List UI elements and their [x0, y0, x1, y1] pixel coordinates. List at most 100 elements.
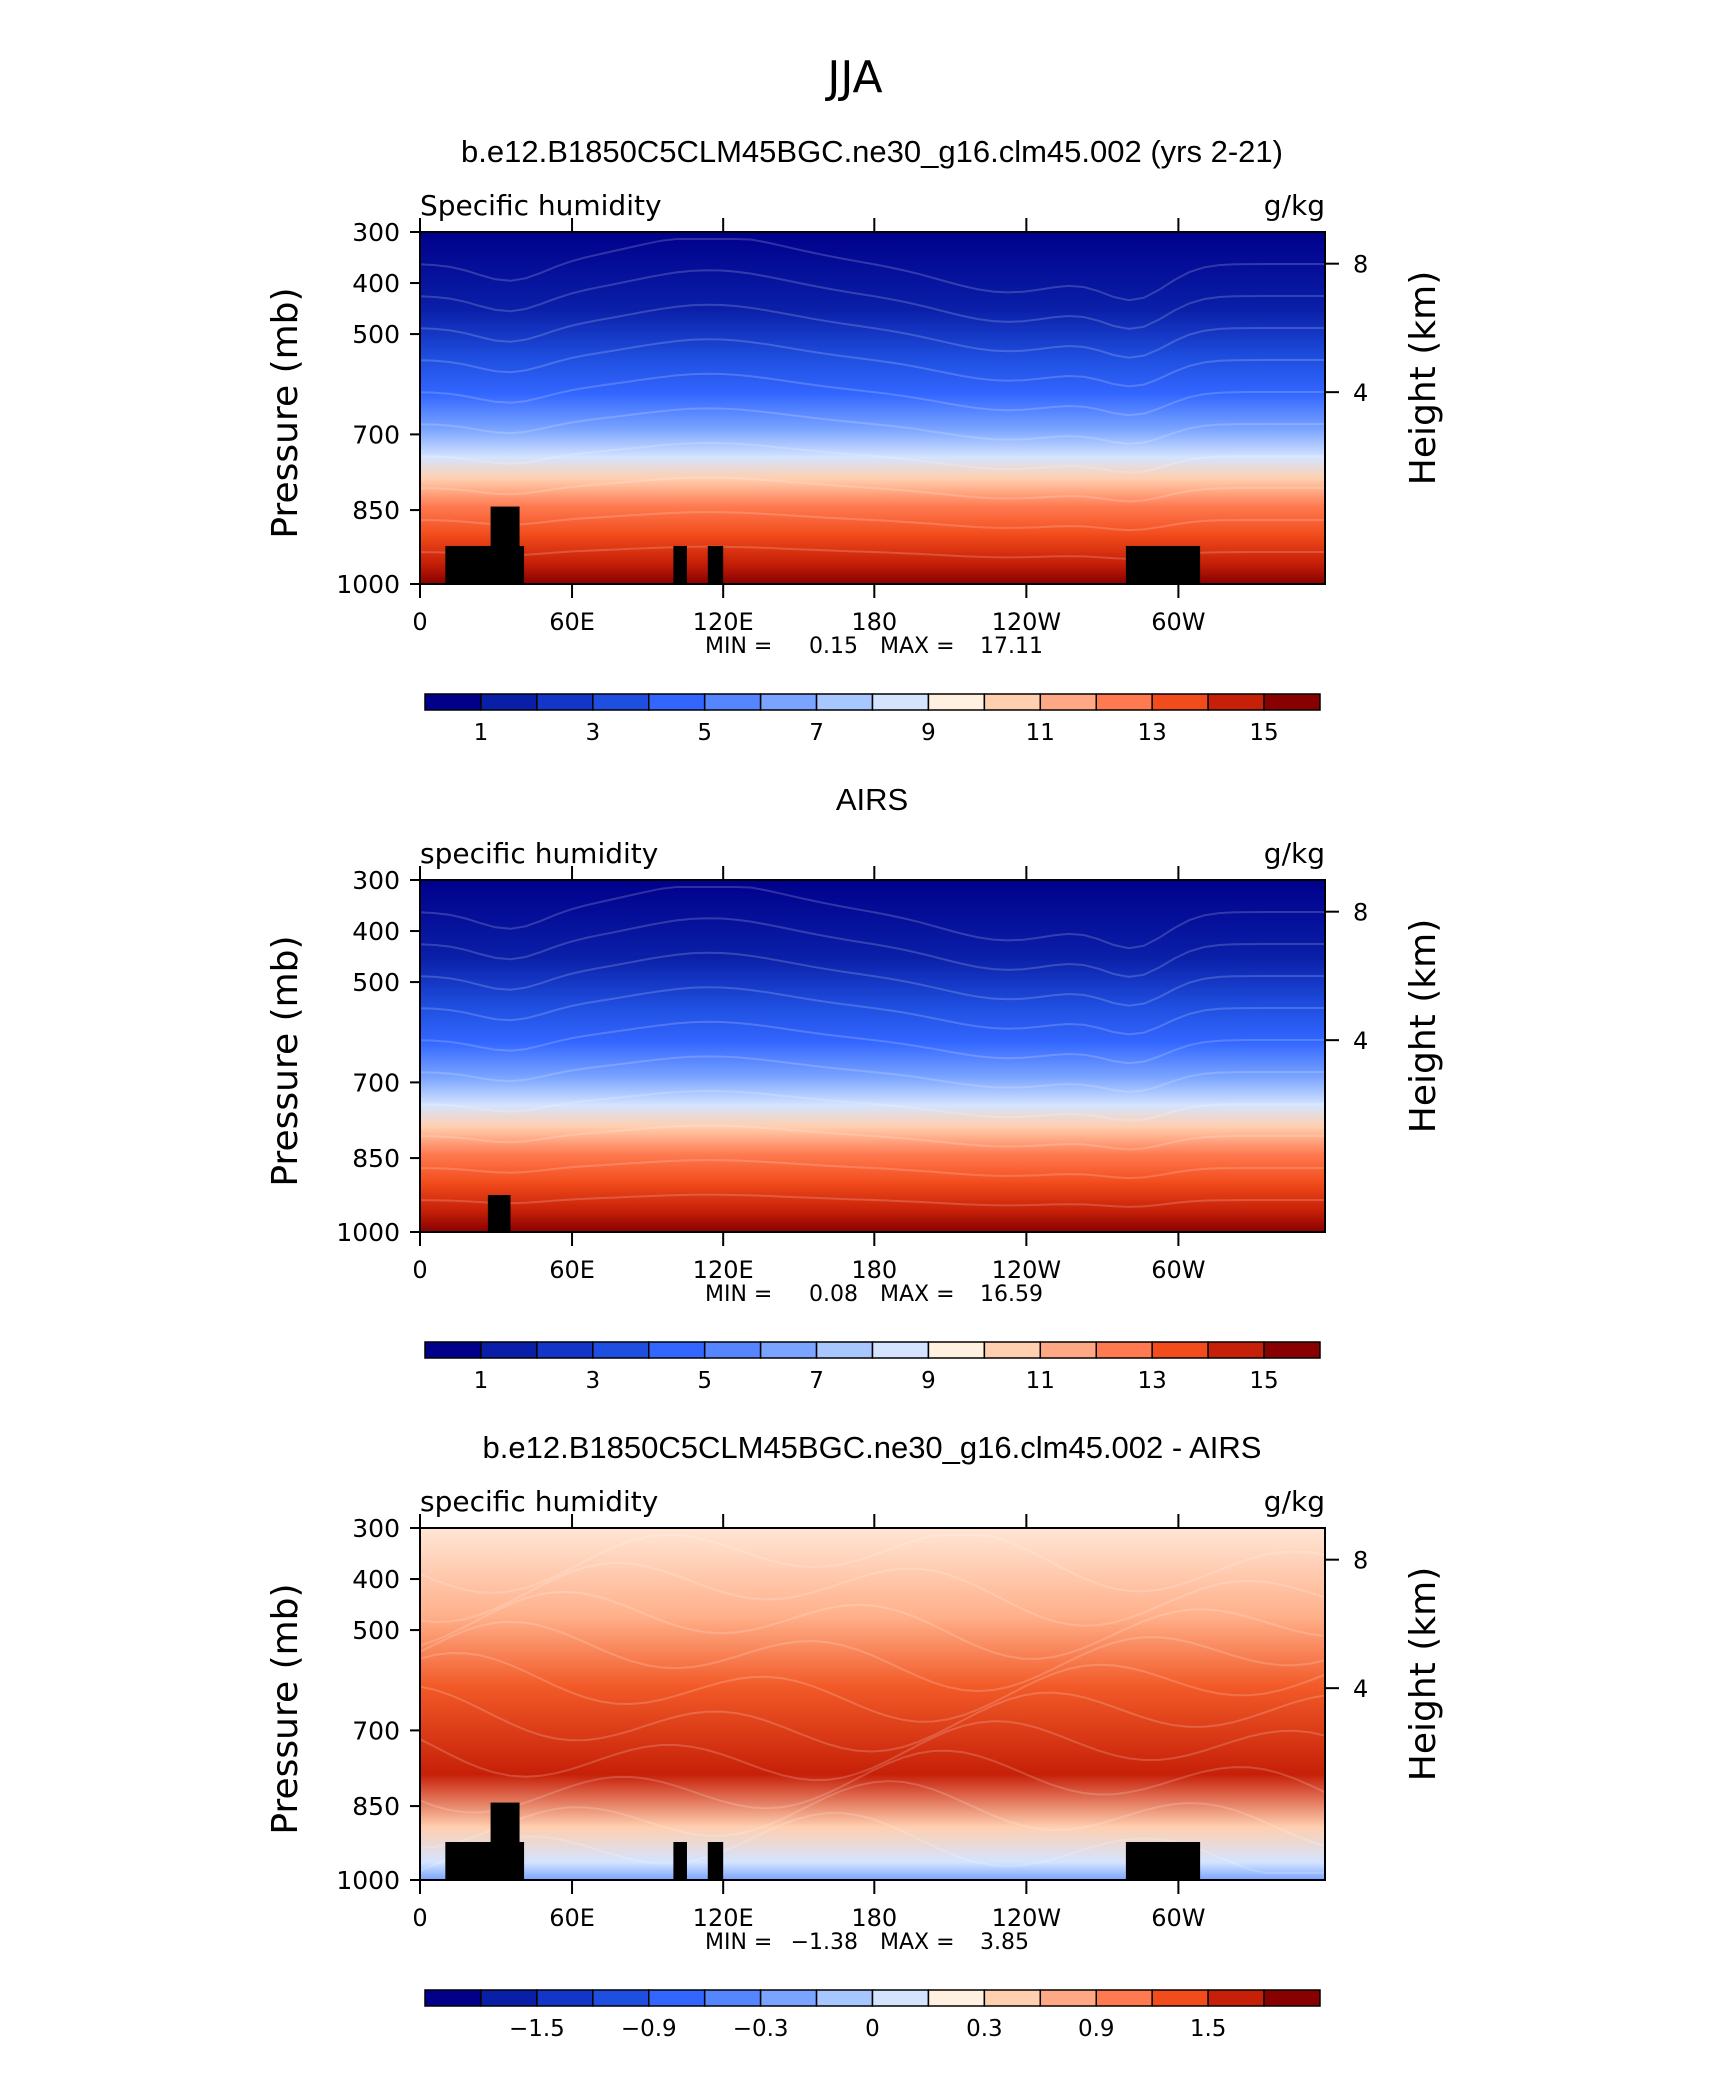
season-title: JJA	[824, 52, 882, 103]
colorbar-swatch	[424, 1341, 482, 1359]
contour-line	[419, 1812, 1325, 1874]
colorbar-swatch	[424, 1989, 482, 2007]
y-tick-label: 500	[352, 320, 400, 349]
colorbar-swatch	[1207, 1341, 1265, 1359]
colorbar-swatch	[927, 1341, 986, 1359]
panel-obs: AIRS specific humidity g/kg 0 60E 120E 180 120W…	[265, 782, 1444, 1394]
y-tick-label: 850	[352, 1792, 400, 1821]
right-axis-label: Height (km)	[1403, 271, 1444, 485]
x-tick-label: 60W	[1151, 1256, 1205, 1284]
units-label: g/kg	[1264, 189, 1325, 222]
y-tick-label: 700	[352, 420, 400, 449]
min-value: 0.08	[809, 1282, 858, 1307]
x-tick-label: 120W	[992, 608, 1062, 636]
panels: b.e12.B1850C5CLM45BGC.ne30_g16.clm45.002…	[265, 134, 1444, 2042]
colorbar-swatch	[983, 1341, 1042, 1359]
y-tick-label: 850	[352, 496, 400, 525]
colorbar-label: 5	[697, 720, 712, 746]
right-tick-label: 4	[1353, 1027, 1368, 1055]
contour-line	[419, 476, 1325, 503]
colorbar-label: −1.5	[509, 2016, 565, 2042]
land-mask	[487, 1195, 511, 1232]
contour-line	[419, 1780, 1326, 1849]
colorbar-swatch	[424, 693, 482, 711]
contour-line	[419, 1089, 1325, 1122]
contour-line	[419, 511, 1325, 532]
colorbar-swatch	[871, 1341, 930, 1359]
x-tick-label: 0	[412, 608, 427, 636]
contour-line	[419, 1720, 1326, 1782]
colorbar-swatch	[1095, 693, 1153, 711]
x-tick-label: 0	[412, 1904, 427, 1932]
y-tick-label: 1000	[336, 1866, 400, 1895]
colorbar-swatch	[703, 1989, 762, 2007]
units-label: g/kg	[1264, 837, 1325, 870]
contour-line	[419, 441, 1325, 474]
variable-label: Specific humidity	[420, 189, 662, 222]
land-mask	[707, 1841, 724, 1880]
colorbar-label: 5	[697, 1368, 712, 1394]
contour-line	[419, 1749, 1326, 1814]
contour-line	[419, 1159, 1325, 1180]
min-label: MIN =	[705, 1930, 772, 1955]
panel-model: b.e12.B1850C5CLM45BGC.ne30_g16.clm45.002…	[265, 134, 1444, 746]
y-tick-label: 700	[352, 1068, 400, 1097]
contour-line	[419, 1590, 1326, 1660]
right-axis-label: Height (km)	[1403, 919, 1444, 1133]
land-mask	[1125, 545, 1201, 584]
contour-line	[419, 1651, 1326, 1723]
contour-line	[419, 238, 1325, 302]
contour-line	[419, 1620, 1326, 1693]
land-mask	[490, 1802, 520, 1880]
colorbar-swatch	[759, 1989, 818, 2007]
colorbar-swatch	[592, 1989, 650, 2007]
colorbar-swatch	[1039, 1989, 1097, 2007]
land-mask	[673, 545, 687, 584]
max-label: MAX =	[880, 1282, 955, 1307]
colorbar-swatch	[983, 1989, 1042, 2007]
colorbar-swatch	[592, 693, 650, 711]
contour-line	[419, 1020, 1325, 1065]
colorbar-swatch	[1207, 1989, 1265, 2007]
colorbar-swatch	[1263, 693, 1321, 711]
contour-line	[419, 1534, 1326, 1594]
colorbar-label: 9	[921, 720, 936, 746]
colorbar-swatch	[871, 1989, 930, 2007]
max-value: 3.85	[980, 1930, 1029, 1955]
colorbar-swatch	[927, 1989, 986, 2007]
colorbar-swatch	[759, 693, 818, 711]
colorbar-swatch	[815, 693, 874, 711]
colorbar-swatch	[1095, 1989, 1153, 2007]
right-tick-label: 8	[1353, 899, 1368, 927]
variable-label: specific humidity	[420, 1485, 658, 1518]
colorbar-swatch	[703, 1341, 762, 1359]
colorbar-swatch	[1263, 1989, 1321, 2007]
colorbar-swatch	[648, 693, 706, 711]
x-tick-label: 60E	[549, 608, 595, 636]
field-background	[420, 880, 1325, 1232]
land-mask	[1125, 1841, 1201, 1880]
max-label: MAX =	[880, 1930, 955, 1955]
y-axis-label: Pressure (mb)	[265, 1583, 306, 1834]
colorbar-swatch	[536, 1341, 594, 1359]
contour-line	[419, 886, 1325, 950]
y-axis-label: Pressure (mb)	[265, 287, 306, 538]
colorbar-label: 3	[585, 1368, 600, 1394]
colorbar-swatch	[536, 693, 594, 711]
colorbar-swatch	[759, 1341, 818, 1359]
y-axis-label: Pressure (mb)	[265, 935, 306, 1186]
contour-line	[419, 338, 1325, 388]
colorbar-label: 1.5	[1190, 2016, 1227, 2042]
colorbar-label: 13	[1138, 720, 1167, 746]
colorbar-label: −0.9	[621, 2016, 677, 2042]
y-tick-label: 300	[352, 218, 400, 247]
colorbar-swatch	[983, 693, 1042, 711]
variable-label: specific humidity	[420, 837, 658, 870]
contour-line	[419, 1055, 1325, 1093]
y-tick-label: 1000	[336, 1218, 400, 1247]
colorbar-label: 3	[585, 720, 600, 746]
field-background	[420, 232, 1325, 584]
x-tick-label: 120E	[693, 1904, 754, 1932]
x-tick-label: 60E	[549, 1256, 595, 1284]
y-tick-label: 850	[352, 1144, 400, 1173]
